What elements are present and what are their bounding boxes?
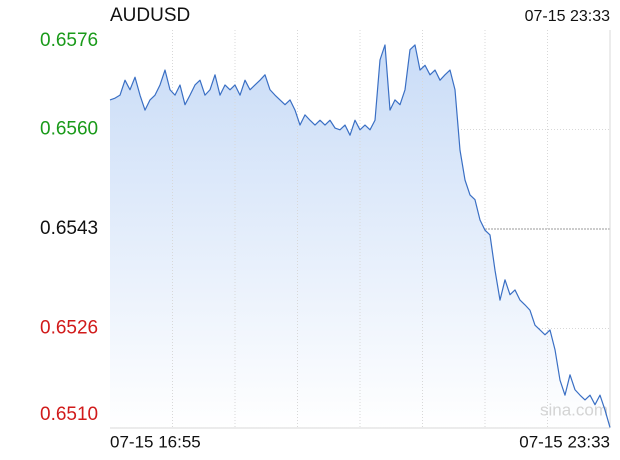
y-tick-label: 0.6510	[40, 404, 98, 425]
area	[110, 44, 610, 428]
line	[109, 44, 611, 428]
y-tick-label: 0.6526	[40, 318, 98, 339]
watermark: sina.com	[540, 400, 608, 419]
x-end-label: 07-15 23:33	[519, 432, 610, 451]
y-tick-label: 0.6560	[40, 119, 98, 140]
chart-title: AUDUSD	[110, 5, 190, 26]
y-tick-label: 0.6543	[40, 218, 98, 239]
timestamp: 07-15 23:33	[525, 8, 611, 25]
y-tick-label: 0.6576	[40, 30, 98, 51]
x-start-label: 07-15 16:55	[110, 432, 201, 451]
